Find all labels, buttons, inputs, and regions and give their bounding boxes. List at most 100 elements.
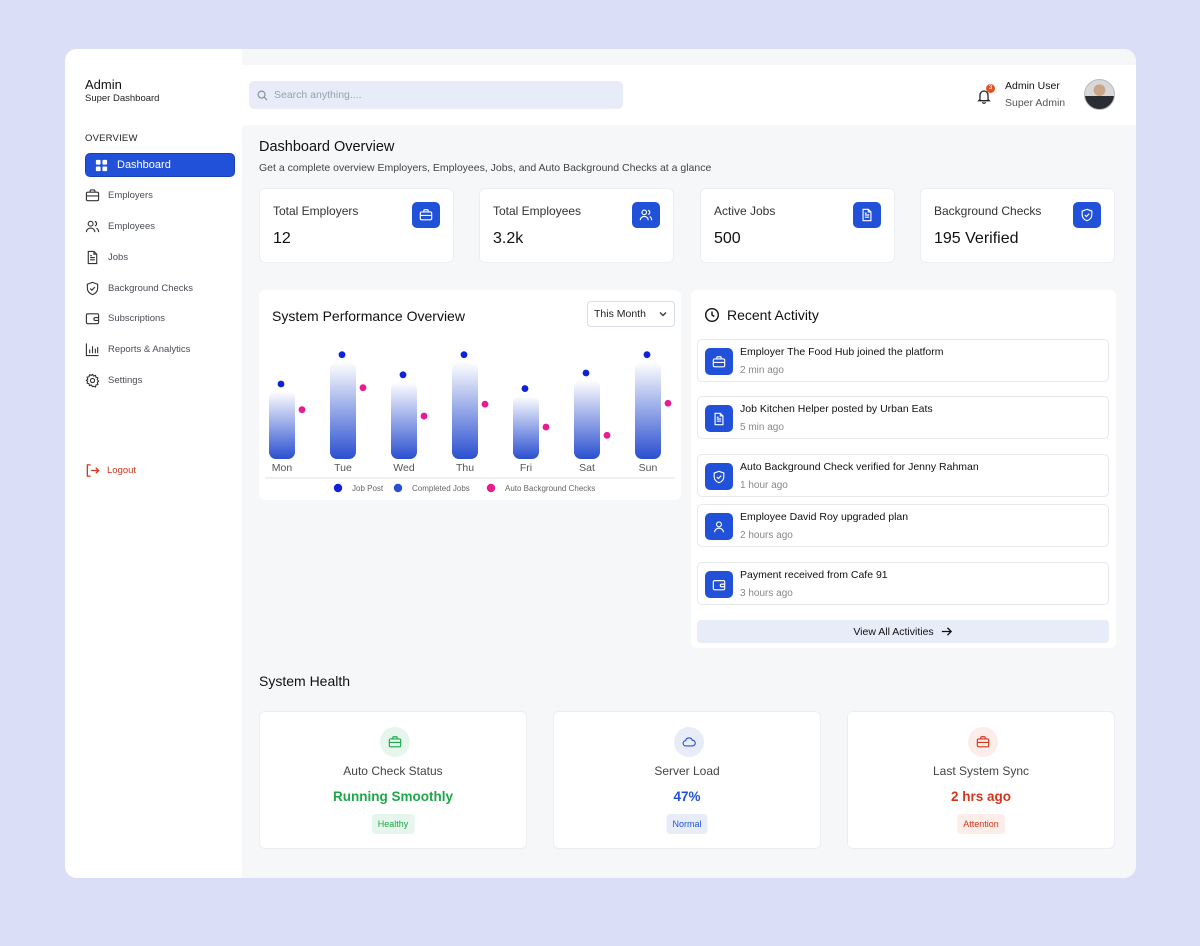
chart-tick-label: Sun [639,462,658,474]
cloud-icon [682,737,696,747]
briefcase-icon [388,736,402,748]
chart-point-auto-background-checks[interactable] [603,431,611,439]
activity-item[interactable]: Payment received from Cafe 91 3 hours ag… [697,562,1109,605]
status-badge: Attention [957,814,1005,834]
shield-check-icon [1081,208,1093,222]
sidebar-item-subscriptions[interactable]: Subscriptions [85,307,235,331]
user-role: Super Admin [1005,97,1066,109]
activity-item[interactable]: Employee David Roy upgraded plan 2 hours… [697,504,1109,547]
briefcase-icon [419,209,433,221]
stat-value: 500 [714,230,741,247]
stat-label: Total Employers [273,204,359,218]
chart-point-job-post[interactable] [399,371,407,379]
chart-bar[interactable] [391,382,417,459]
view-all-activities-button[interactable]: View All Activities [697,620,1109,643]
activity-item[interactable]: Employer The Food Hub joined the platfor… [697,339,1109,382]
document-icon [862,208,872,222]
stat-label: Total Employees [493,204,582,218]
grid-icon [95,159,108,171]
chart-tick-label: Wed [393,462,415,474]
chart-bar[interactable] [269,391,295,459]
app-window: Admin Super Dashboard OVERVIEW Dashboard… [65,49,1136,878]
health-value: Running Smoothly [333,789,453,804]
sidebar-item-employers[interactable]: Employers [85,184,235,208]
stat-card-background-checks[interactable]: Background Checks 195 Verified [920,188,1115,263]
briefcase-icon [712,355,726,367]
stat-card-employees[interactable]: Total Employees 3.2k [479,188,674,263]
chart-point-job-post[interactable] [277,380,285,388]
users-icon [85,220,100,233]
health-value: 47% [673,789,701,804]
sidebar-item-label: Jobs [108,251,129,263]
stat-value: 195 Verified [934,230,1019,247]
chart-point-job-post[interactable] [338,351,346,359]
activity-time: 5 min ago [740,422,784,433]
chart-point-job-post[interactable] [521,385,529,392]
sidebar-item-dashboard[interactable]: Dashboard [85,153,235,177]
activity-header: Recent Activity [704,307,819,323]
sidebar-item-background-checks[interactable]: Background Checks [85,276,235,300]
stat-card-active-jobs[interactable]: Active Jobs 500 [700,188,895,263]
health-card-auto-check: Auto Check Status Running Smoothly Healt… [259,711,527,849]
wallet-icon [712,579,726,590]
health-card-last-sync: Last System Sync 2 hrs ago Attention [847,711,1115,849]
chart-point-job-post[interactable] [582,369,590,377]
health-icon-circle [380,727,410,757]
performance-chart: Mon Tue Wed Thu Fri Sat Sun Job Post Completed … [265,351,675,493]
stat-card-employers[interactable]: Total Employers 12 [259,188,454,263]
activity-text: Payment received from Cafe 91 [740,569,888,581]
chart-bar[interactable] [452,362,478,459]
activity-item[interactable]: Job Kitchen Helper posted by Urban Eats … [697,396,1109,439]
topbar: 3 Admin User Super Admin [242,65,1136,125]
health-value: 2 hrs ago [950,789,1012,804]
wallet-icon [85,313,100,325]
notification-button[interactable]: 3 [976,84,995,104]
stat-label: Background Checks [934,204,1042,218]
activity-time: 3 hours ago [740,588,793,599]
recent-activity-card: Recent Activity Employer The Food Hub jo… [691,290,1116,648]
chart-point-job-post[interactable] [460,351,468,359]
chart-point-auto-background-checks[interactable] [664,399,672,407]
sidebar-item-reports[interactable]: Reports & Analytics [85,338,235,362]
search-icon [257,90,268,101]
chart-bar[interactable] [330,362,356,459]
avatar[interactable] [1084,79,1115,110]
activity-item[interactable]: Auto Background Check verified for Jenny… [697,454,1109,497]
sidebar-item-jobs[interactable]: Jobs [85,245,235,269]
chart-point-auto-background-checks[interactable] [481,400,489,408]
activity-time: 2 min ago [740,365,784,376]
sidebar-item-label: Subscriptions [108,313,166,325]
chart-point-auto-background-checks[interactable] [298,406,306,414]
search-input[interactable] [274,89,604,101]
chart-point-auto-background-checks[interactable] [420,412,428,420]
document-icon [714,412,724,425]
period-select[interactable]: This Month [587,301,675,327]
health-label: Auto Check Status [343,764,443,778]
clock-icon [704,307,720,323]
sidebar: Admin Super Dashboard OVERVIEW Dashboard… [65,49,242,878]
chart-bar[interactable] [513,395,539,459]
chart-bar[interactable] [574,380,600,459]
search-box [249,81,623,109]
sidebar-item-employees[interactable]: Employees [85,215,235,239]
activity-text: Job Kitchen Helper posted by Urban Eats [740,403,933,415]
sidebar-item-label: Dashboard [117,159,171,171]
brand-subtitle: Super Dashboard [85,93,160,104]
chart-point-job-post[interactable] [643,351,651,359]
arrow-right-icon [941,627,952,636]
chart-bar[interactable] [635,362,661,459]
sidebar-item-label: Background Checks [108,282,194,294]
stat-label: Active Jobs [714,204,776,218]
top-strip [242,49,1136,65]
activity-icon-box [705,348,733,375]
stat-icon-box [853,202,881,228]
activity-title: Recent Activity [727,307,819,323]
legend-marker [393,483,403,493]
chart-point-auto-background-checks[interactable] [542,423,550,431]
chart-point-auto-background-checks[interactable] [359,384,367,392]
logout-button[interactable]: Logout [85,463,136,478]
chart-tick-label: Mon [272,462,293,474]
activity-time: 2 hours ago [740,530,793,541]
sidebar-item-settings[interactable]: Settings [85,369,235,393]
page-subtitle: Get a complete overview Employers, Emplo… [259,162,712,174]
